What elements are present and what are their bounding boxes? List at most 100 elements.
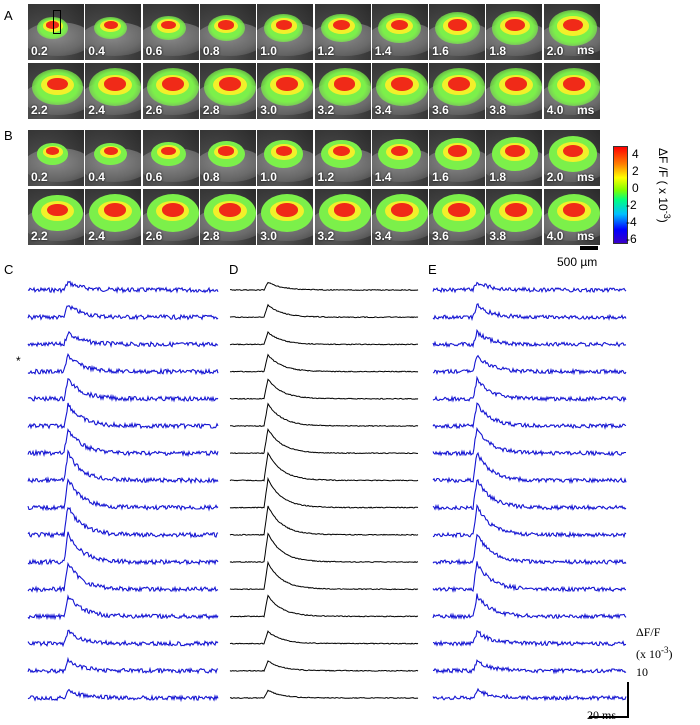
frame-time-label: 0.8 xyxy=(202,170,220,184)
trace-c xyxy=(27,594,219,621)
activity-red xyxy=(390,203,413,217)
activity-red xyxy=(390,19,409,31)
activity-red xyxy=(505,145,525,157)
imaging-frame: 1.2 xyxy=(314,130,371,186)
imaging-frame: 3.8 xyxy=(486,189,543,245)
activity-red xyxy=(218,203,241,217)
trace-d xyxy=(229,660,419,673)
frame-time-label: 2.6 xyxy=(145,103,163,117)
trace-d xyxy=(229,560,419,591)
frame-time-label: 0.4 xyxy=(88,170,105,184)
panel-b-row2-unit: ms xyxy=(577,229,595,243)
activity-red xyxy=(47,203,69,217)
imaging-frame: 1.4 xyxy=(371,130,428,186)
trace-d xyxy=(230,594,419,618)
frame-time-label: 1.4 xyxy=(374,170,392,184)
activity-red xyxy=(505,77,528,91)
activity-red xyxy=(447,145,467,157)
imaging-frame: 2.8 xyxy=(199,189,256,245)
roi-box xyxy=(53,10,61,34)
imaging-frame: 0.4 xyxy=(85,130,142,186)
image-scale-bar xyxy=(580,246,598,250)
image-scale-label: 500 µm xyxy=(557,255,598,269)
colorbar-tick: 2 xyxy=(632,164,639,178)
frame-time-label: 2.8 xyxy=(202,229,220,243)
trace-e xyxy=(432,281,627,294)
imaging-frame: 2.6 xyxy=(142,63,199,119)
trace-d xyxy=(229,303,419,319)
activity-red xyxy=(103,21,118,29)
panel-label-c: C xyxy=(4,262,14,277)
imaging-frame: 3.2 xyxy=(314,189,371,245)
activity-red xyxy=(218,77,241,91)
trace-c xyxy=(27,688,219,703)
trace-scale-vertical xyxy=(627,682,629,718)
imaging-frame: 1.6 xyxy=(429,130,486,186)
trace-e xyxy=(432,593,627,620)
activity-red xyxy=(505,203,528,217)
frame-time-label: 0.2 xyxy=(31,44,48,58)
trace-marker-asterisk: * xyxy=(16,354,21,368)
trace-d xyxy=(229,451,419,482)
trace-c xyxy=(27,378,219,403)
trace-d xyxy=(230,428,419,455)
imaging-frame: 0.6 xyxy=(142,130,199,186)
panel-a-row2-unit: ms xyxy=(577,103,595,117)
trace-c xyxy=(27,330,219,349)
frame-time-label: 3.4 xyxy=(374,229,392,243)
frame-time-label: 1.2 xyxy=(317,44,335,58)
imaging-frame: 0.2 xyxy=(28,4,84,60)
colorbar-tick: -4 xyxy=(626,215,637,229)
activity-red xyxy=(161,77,184,91)
imaging-frame: 1.4 xyxy=(371,4,428,60)
activity-red xyxy=(390,145,409,157)
frame-time-label: 1.8 xyxy=(489,44,507,58)
activity-red xyxy=(333,77,356,91)
trace-c xyxy=(27,449,219,485)
frame-time-label: 2.8 xyxy=(202,103,220,117)
trace-scale-ylabel: ΔF/F (x 10-3) 10 xyxy=(636,625,673,679)
activity-red xyxy=(333,19,351,31)
activity-red xyxy=(47,77,69,91)
imaging-frame: 2.4 xyxy=(85,189,142,245)
trace-e xyxy=(432,451,627,485)
panel-label-b: B xyxy=(4,128,13,143)
activity-red xyxy=(562,18,583,32)
panel-label-e: E xyxy=(428,262,437,277)
imaging-frame: 0.6 xyxy=(142,4,199,60)
frame-time-label: 2.4 xyxy=(88,103,105,117)
activity-red xyxy=(390,77,413,91)
frame-time-label: 3.2 xyxy=(317,103,335,117)
frame-time-label: 3.8 xyxy=(489,229,507,243)
imaging-frame: 3.8 xyxy=(486,63,543,119)
activity-red xyxy=(275,20,293,30)
imaging-frame: 2.4 xyxy=(85,63,142,119)
frame-time-label: 3.2 xyxy=(317,229,335,243)
trace-e xyxy=(432,479,627,511)
activity-red xyxy=(161,203,184,217)
trace-e xyxy=(432,426,627,457)
colorbar xyxy=(613,146,628,244)
trace-c xyxy=(27,629,219,648)
activity-red xyxy=(562,144,583,158)
imaging-frame: 0.8 xyxy=(199,130,256,186)
trace-e xyxy=(432,328,627,349)
imaging-frame: 1.8 xyxy=(486,4,543,60)
frame-time-label: 1.2 xyxy=(317,170,335,184)
frame-time-label: 0.6 xyxy=(145,44,163,58)
frame-time-label: 3.6 xyxy=(432,229,449,243)
colorbar-tick: -2 xyxy=(626,198,637,212)
panel-label-d: D xyxy=(229,262,239,277)
activity-red xyxy=(160,146,176,156)
trace-d xyxy=(229,532,419,563)
trace-d xyxy=(229,353,419,373)
frame-time-label: 1.6 xyxy=(432,170,449,184)
frame-time-label: 3.6 xyxy=(432,103,449,117)
frame-time-label: 2.4 xyxy=(88,229,105,243)
activity-red xyxy=(160,20,176,30)
frame-time-label: 1.4 xyxy=(374,44,392,58)
trace-e xyxy=(432,533,627,566)
frame-time-label: 2.0 xyxy=(546,44,564,58)
trace-e xyxy=(432,354,627,376)
frame-time-label: 4.0 xyxy=(546,103,564,117)
